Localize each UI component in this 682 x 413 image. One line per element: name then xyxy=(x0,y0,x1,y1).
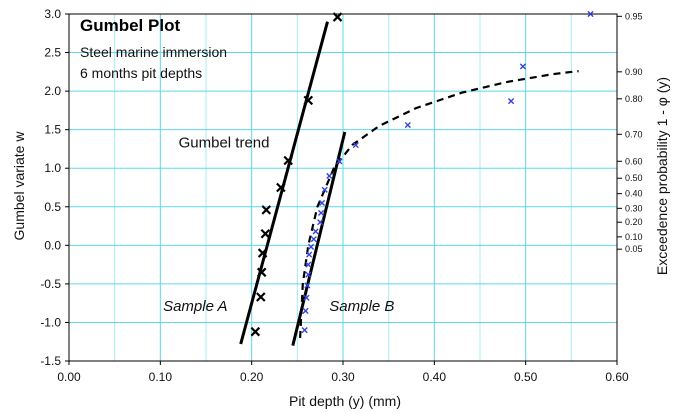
chart-title: Gumbel Plot xyxy=(80,16,180,35)
y-tick-label: 1.0 xyxy=(44,161,61,175)
y2-tick-label: 0.60 xyxy=(625,156,643,166)
sample-label: Sample B xyxy=(329,298,394,315)
y2-tick-label: 0.30 xyxy=(625,203,643,213)
sample-b-point xyxy=(302,328,307,333)
sample-b-point xyxy=(307,252,312,257)
chart-subtitle-line-1: Steel marine immersion xyxy=(80,44,227,60)
x-tick-label: 0.50 xyxy=(514,370,538,384)
x-tick-label: 0.10 xyxy=(149,370,173,384)
chart-title-block: Gumbel Plot Steel marine immersion 6 mon… xyxy=(80,16,227,81)
x-tick-label: 0.00 xyxy=(57,370,81,384)
axis-ticks: 0.00 0.10 0.20 0.30 0.40 0.50 0.60 -1.5 -1.0 -0.5… xyxy=(40,7,642,384)
y2-tick-label: 0.90 xyxy=(625,67,643,77)
sample-b-point xyxy=(311,237,316,242)
gumbel-trend-label: Gumbel trend xyxy=(179,134,270,151)
y-tick-label: 1.5 xyxy=(44,123,61,137)
y2-tick-label: 0.20 xyxy=(625,217,643,227)
y-tick-label: 0.5 xyxy=(44,200,61,214)
trend-lines xyxy=(241,22,579,346)
sample-b-point xyxy=(508,99,513,104)
y2-tick-label: 0.40 xyxy=(625,189,643,199)
chart-subtitle-line-2: 6 months pit depths xyxy=(80,65,202,81)
x-axis-title: Pit depth (y) (mm) xyxy=(289,393,401,409)
y-tick-label: 0.0 xyxy=(44,238,61,252)
sample-b-point xyxy=(303,308,308,313)
y2-tick-label: 0.70 xyxy=(625,129,643,139)
y2-tick-label: 0.50 xyxy=(625,173,643,183)
sample-b-point xyxy=(520,64,525,69)
y2-axis-title: Exceedence probability 1 - φ (y) xyxy=(654,77,670,275)
y2-tick-label: 0.95 xyxy=(625,11,643,21)
y2-tick-label: 0.80 xyxy=(625,94,643,104)
sample-a-point xyxy=(261,230,269,238)
y-tick-label: -1.0 xyxy=(40,315,61,329)
x-tick-label: 0.20 xyxy=(240,370,264,384)
y-tick-label: 3.0 xyxy=(44,7,61,21)
sample-label: Sample A xyxy=(163,298,227,315)
sample-a-point xyxy=(251,328,259,336)
sample-b-point xyxy=(318,210,323,215)
y-tick-label: -1.5 xyxy=(40,354,61,368)
y-tick-label: 2.0 xyxy=(44,84,61,98)
y2-tick-label: 0.10 xyxy=(625,232,643,242)
y-tick-label: -0.5 xyxy=(40,277,61,291)
y2-tick-label: 0.05 xyxy=(625,244,643,254)
x-tick-label: 0.30 xyxy=(331,370,355,384)
y-tick-label: 2.5 xyxy=(44,46,61,60)
annotations: Gumbel trend Sample A Sample B xyxy=(163,134,394,314)
sample-b-point xyxy=(405,122,410,127)
sample-b-point xyxy=(327,173,332,178)
y-axis-title: Gumbel variate w xyxy=(11,131,27,241)
sample-a-point xyxy=(257,293,265,301)
x-tick-label: 0.40 xyxy=(423,370,447,384)
x-tick-label: 0.60 xyxy=(605,370,629,384)
sample-b-point xyxy=(313,229,318,234)
